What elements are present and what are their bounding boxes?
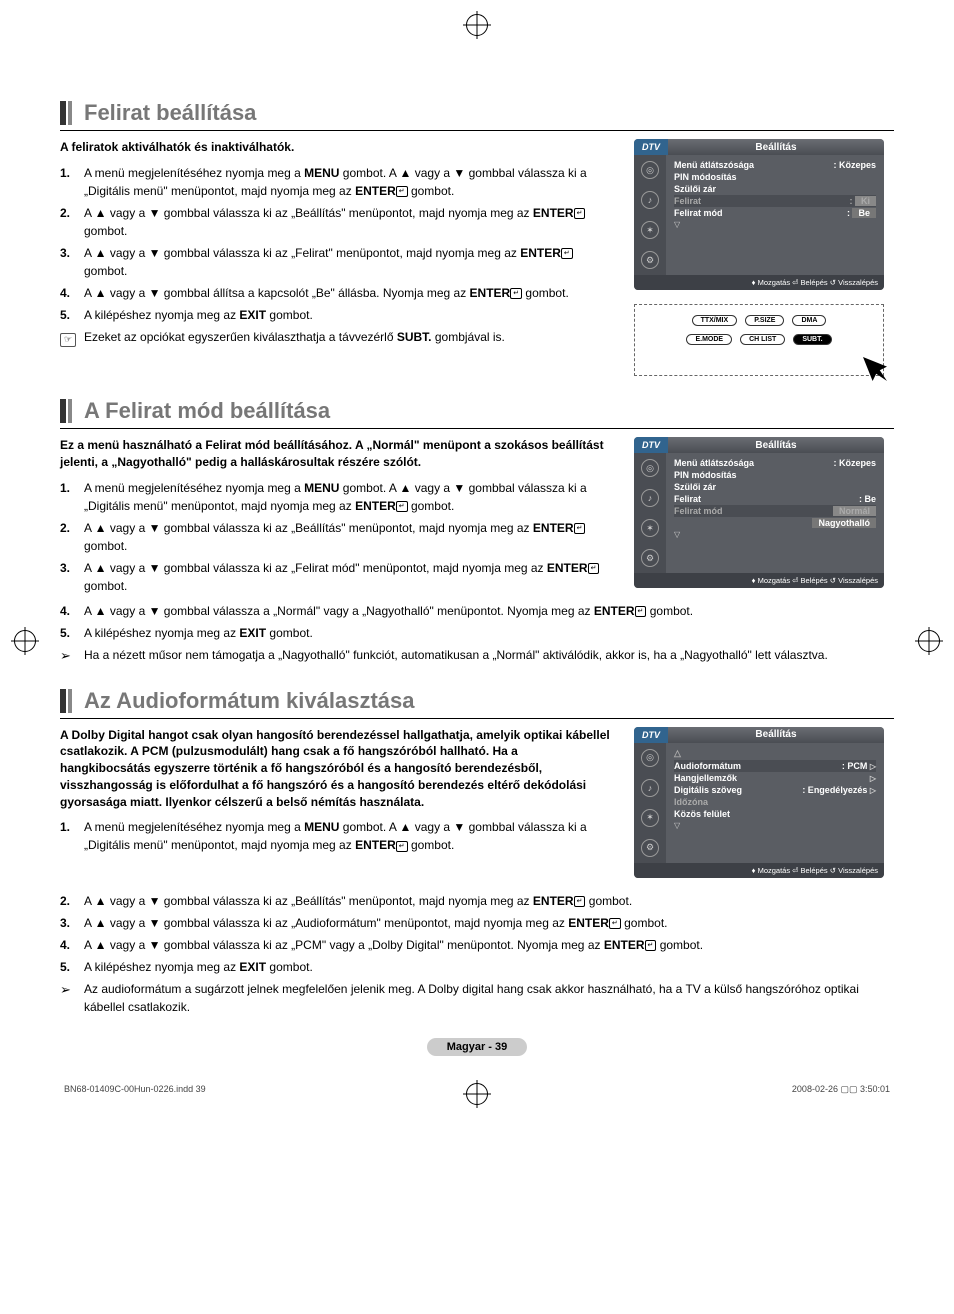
- note-text: Ezeket az opciókat egyszerűen kiválaszth…: [84, 328, 505, 346]
- section-subtitle-mode: A Felirat mód beállítása Ez a menü haszn…: [60, 398, 894, 666]
- step-item: 3.A ▲ vagy a ▼ gombbal válassza ki az „F…: [60, 244, 610, 280]
- registration-mark-right: [918, 630, 940, 652]
- step-item: 4.A ▲ vagy a ▼ gombbal állítsa a kapcsol…: [60, 284, 610, 302]
- note-text: Ha a nézett műsor nem támogatja a „Nagyo…: [84, 646, 828, 664]
- section-heading: Az Audioformátum kiválasztása: [84, 688, 415, 714]
- heading-bar-icon: [60, 689, 66, 713]
- section-heading: A Felirat mód beállítása: [84, 398, 330, 424]
- divider: [60, 428, 894, 429]
- remote-button: E.MODE: [686, 334, 732, 345]
- step-item: 1.A menü megjelenítéséhez nyomja meg a M…: [60, 164, 610, 200]
- doc-timestamp: 2008-02-26 ▢▢ 3:50:01: [792, 1084, 890, 1095]
- hand-icon: ☞: [60, 328, 84, 348]
- section-heading: Felirat beállítása: [84, 100, 256, 126]
- doc-id: BN68-01409C-00Hun-0226.indd 39: [64, 1084, 206, 1095]
- step-item: 1.A menü megjelenítéséhez nyomja meg a M…: [60, 479, 610, 515]
- heading-bar-icon: [68, 689, 72, 713]
- section-intro: Ez a menü használható a Felirat mód beál…: [60, 437, 610, 471]
- step-list: 4.A ▲ vagy a ▼ gombbal válassza a „Normá…: [60, 602, 894, 642]
- step-list: 1.A menü megjelenítéséhez nyomja meg a M…: [60, 479, 610, 595]
- remote-button: SUBT.: [793, 334, 831, 345]
- section-subtitle-setup: Felirat beállítása A feliratok aktiválha…: [60, 100, 894, 376]
- step-item: 2.A ▲ vagy a ▼ gombbal válassza ki az „B…: [60, 892, 894, 910]
- step-item: 5.A kilépéshez nyomja meg az EXIT gombot…: [60, 624, 894, 642]
- section-intro: A feliratok aktiválhatók és inaktiválhat…: [60, 139, 610, 156]
- step-list: 2.A ▲ vagy a ▼ gombbal válassza ki az „B…: [60, 892, 894, 976]
- remote-diagram: TTX/MIX P.SIZE DMA E.MODE CH LIST SUBT.: [634, 304, 884, 376]
- divider: [60, 718, 894, 719]
- heading-bar-icon: [60, 399, 66, 423]
- osd-menu-subtitle-mode: DTVBeállítás◎♪✶⚙Menü átlátszósága: Közep…: [634, 437, 884, 588]
- step-item: 4.A ▲ vagy a ▼ gombbal válassza ki az „P…: [60, 936, 894, 954]
- step-item: 5.A kilépéshez nyomja meg az EXIT gombot…: [60, 306, 610, 324]
- remote-button: CH LIST: [740, 334, 785, 345]
- step-item: 2.A ▲ vagy a ▼ gombbal válassza ki az „B…: [60, 204, 610, 240]
- section-audio-format: Az Audioformátum kiválasztása A Dolby Di…: [60, 688, 894, 1016]
- arrow-icon: ➢: [60, 980, 84, 1000]
- divider: [60, 130, 894, 131]
- step-item: 3.A ▲ vagy a ▼ gombbal válassza ki az „F…: [60, 559, 610, 595]
- remote-button: P.SIZE: [745, 315, 784, 326]
- heading-bar-icon: [60, 101, 66, 125]
- registration-mark-top: [466, 14, 488, 36]
- registration-mark-left: [14, 630, 36, 652]
- arrow-icon: ➢: [60, 646, 84, 666]
- step-item: 2.A ▲ vagy a ▼ gombbal válassza ki az „B…: [60, 519, 610, 555]
- step-item: 3.A ▲ vagy a ▼ gombbal válassza ki az „A…: [60, 914, 894, 932]
- step-item: 5.A kilépéshez nyomja meg az EXIT gombot…: [60, 958, 894, 976]
- osd-menu-audio-format: DTVBeállítás◎♪✶⚙△ Audioformátum: PCM ▷Ha…: [634, 727, 884, 878]
- step-item: 1.A menü megjelenítéséhez nyomja meg a M…: [60, 818, 610, 854]
- osd-menu-subtitle: DTVBeállítás◎♪✶⚙Menü átlátszósága: Közep…: [634, 139, 884, 290]
- note-text: Az audioformátum a sugárzott jelnek megf…: [84, 980, 894, 1016]
- registration-mark-bottom: [466, 1083, 488, 1105]
- page-number: Magyar - 39: [60, 1038, 894, 1056]
- pointer-icon: [863, 357, 887, 381]
- step-list: 1.A menü megjelenítéséhez nyomja meg a M…: [60, 818, 610, 854]
- step-list: 1.A menü megjelenítéséhez nyomja meg a M…: [60, 164, 610, 324]
- heading-bar-icon: [68, 101, 72, 125]
- heading-bar-icon: [68, 399, 72, 423]
- section-intro: A Dolby Digital hangot csak olyan hangos…: [60, 727, 610, 811]
- step-item: 4.A ▲ vagy a ▼ gombbal válassza a „Normá…: [60, 602, 894, 620]
- remote-button: TTX/MIX: [692, 315, 738, 326]
- remote-button: DMA: [792, 315, 826, 326]
